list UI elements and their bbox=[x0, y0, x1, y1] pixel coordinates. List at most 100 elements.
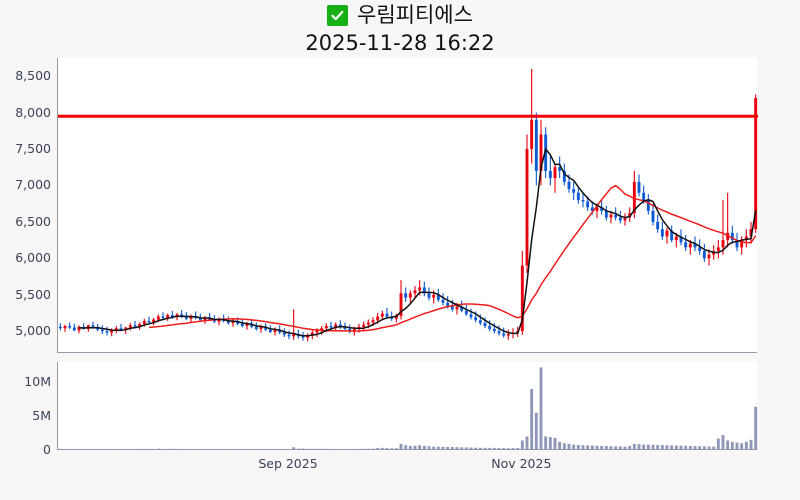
volume-bar bbox=[96, 448, 100, 450]
volume-bar bbox=[632, 443, 636, 450]
volume-bar bbox=[492, 447, 496, 450]
price-tick-label: 7,500 bbox=[15, 141, 51, 157]
volume-bar bbox=[394, 448, 398, 450]
volume-bar bbox=[730, 441, 734, 450]
candle bbox=[618, 210, 622, 224]
candle bbox=[166, 313, 170, 321]
volume-bar bbox=[161, 448, 165, 450]
volume-bar bbox=[194, 448, 198, 450]
volume-bar bbox=[72, 448, 76, 450]
volume-bar bbox=[520, 440, 524, 450]
volume-bar bbox=[576, 444, 580, 450]
volume-bar bbox=[614, 446, 618, 450]
volume-bar bbox=[642, 444, 646, 450]
volume-bar bbox=[376, 447, 380, 450]
volume-bar bbox=[310, 448, 314, 450]
volume-bar bbox=[558, 441, 562, 450]
volume-bar bbox=[245, 449, 249, 450]
volume-bar bbox=[184, 448, 188, 450]
volume-bar bbox=[231, 449, 235, 450]
volume-bar bbox=[534, 412, 538, 450]
volume-bar bbox=[156, 448, 160, 450]
volume-bar bbox=[469, 447, 473, 450]
candle bbox=[394, 313, 398, 323]
volume-panel[interactable] bbox=[57, 362, 758, 450]
candle bbox=[702, 243, 706, 262]
volume-bar bbox=[539, 367, 543, 450]
volume-bar bbox=[292, 447, 296, 450]
volume-tick-label: 0 bbox=[43, 442, 51, 457]
volume-bar bbox=[455, 447, 459, 450]
candle bbox=[665, 227, 669, 244]
candle bbox=[58, 323, 62, 331]
volume-bar bbox=[240, 449, 244, 450]
candle bbox=[63, 324, 67, 332]
candle bbox=[604, 205, 608, 221]
volume-bar bbox=[329, 448, 333, 450]
volume-axis-labels: 0 5M 10M bbox=[0, 0, 51, 500]
volume-bar bbox=[334, 448, 338, 450]
volume-bar bbox=[408, 445, 412, 450]
candle bbox=[651, 203, 655, 226]
price-canvas bbox=[58, 68, 758, 342]
volume-bar bbox=[590, 445, 594, 450]
volume-bar bbox=[450, 447, 454, 450]
volume-bar bbox=[418, 445, 422, 450]
volume-bar bbox=[516, 447, 520, 450]
volume-bar bbox=[189, 448, 193, 450]
candle bbox=[646, 194, 650, 215]
candle bbox=[217, 317, 221, 326]
volume-bar bbox=[726, 440, 730, 450]
volume-bar bbox=[553, 437, 557, 450]
volume-bar bbox=[208, 449, 212, 450]
volume-bar bbox=[264, 449, 268, 450]
volume-tick-label: 10M bbox=[24, 374, 51, 390]
candle bbox=[362, 321, 366, 331]
candle bbox=[194, 311, 198, 320]
volume-bar bbox=[674, 445, 678, 450]
candle bbox=[506, 329, 510, 340]
volume-bar bbox=[707, 446, 711, 450]
candle bbox=[628, 207, 632, 222]
volume-bar bbox=[371, 448, 375, 450]
volume-bar bbox=[595, 445, 599, 450]
candle bbox=[441, 293, 445, 306]
volume-bar bbox=[180, 448, 184, 450]
volume-bar bbox=[413, 445, 417, 450]
candle bbox=[539, 119, 543, 186]
volume-bar bbox=[623, 446, 627, 450]
volume-bar bbox=[77, 449, 81, 450]
volume-bar bbox=[530, 389, 534, 450]
chart-header: 우림피티에스 2025-11-28 16:22 bbox=[0, 0, 800, 55]
candle bbox=[749, 221, 753, 244]
volume-bar bbox=[637, 444, 641, 450]
volume-bar bbox=[586, 445, 590, 450]
price-panel[interactable] bbox=[57, 58, 758, 353]
candle bbox=[544, 127, 548, 179]
candle bbox=[548, 156, 552, 186]
volume-bar bbox=[525, 436, 529, 450]
volume-bar bbox=[656, 444, 660, 450]
volume-bar bbox=[651, 444, 655, 450]
candle bbox=[306, 333, 310, 342]
candle bbox=[404, 287, 408, 303]
volume-bar bbox=[628, 445, 632, 450]
volume-bar bbox=[352, 448, 356, 450]
candle bbox=[623, 213, 627, 226]
volume-bar bbox=[735, 442, 739, 450]
volume-bar bbox=[124, 449, 128, 450]
volume-tick-label: 5M bbox=[32, 408, 51, 424]
candle bbox=[525, 134, 529, 273]
price-tick-label: 5,500 bbox=[15, 286, 51, 302]
candle bbox=[488, 320, 492, 332]
volume-bar bbox=[488, 447, 492, 450]
volume-bar bbox=[385, 448, 389, 450]
candle bbox=[656, 214, 660, 233]
volume-bar bbox=[338, 448, 342, 450]
volume-bar bbox=[497, 448, 501, 450]
page-title: 우림피티에스 bbox=[357, 3, 473, 27]
candle bbox=[399, 280, 403, 320]
volume-bar bbox=[567, 443, 571, 450]
volume-bar bbox=[91, 449, 95, 450]
volume-bar bbox=[306, 448, 310, 450]
